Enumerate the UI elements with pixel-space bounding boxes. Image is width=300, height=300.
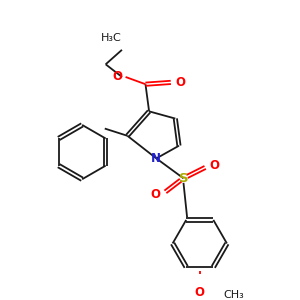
Text: O: O [195,286,205,299]
Text: O: O [112,70,122,83]
Text: O: O [175,76,185,89]
Text: S: S [179,172,188,185]
Text: H₃C: H₃C [101,33,122,43]
Text: O: O [151,188,161,201]
Text: O: O [210,159,220,172]
Text: CH₃: CH₃ [223,290,244,300]
Text: N: N [151,152,161,165]
